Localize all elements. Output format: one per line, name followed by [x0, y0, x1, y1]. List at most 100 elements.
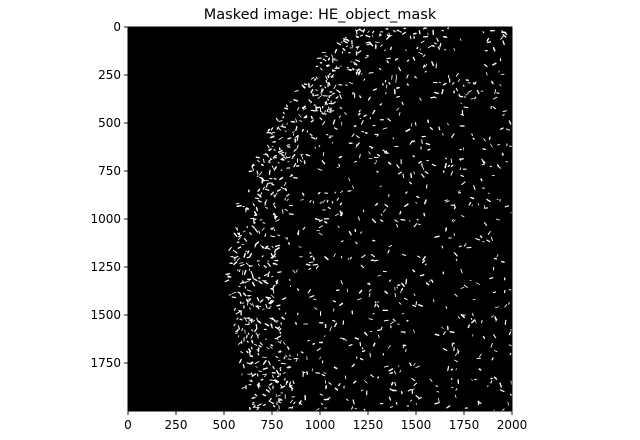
mask-object — [493, 376, 498, 380]
mask-object — [388, 396, 392, 401]
mask-object — [377, 274, 382, 277]
mask-object — [270, 294, 275, 299]
mask-object — [361, 347, 364, 350]
mask-object — [495, 318, 498, 322]
mask-object — [429, 126, 434, 130]
mask-object — [424, 263, 427, 266]
mask-object — [441, 245, 444, 249]
mask-object — [265, 245, 269, 248]
mask-object — [270, 344, 274, 347]
mask-object — [256, 403, 262, 407]
mask-object — [482, 335, 486, 339]
mask-object — [332, 300, 336, 303]
mask-object — [287, 137, 292, 140]
mask-object — [278, 326, 281, 329]
mask-object — [505, 128, 511, 131]
mask-object — [384, 92, 387, 94]
mask-object — [339, 213, 344, 217]
mask-object — [380, 44, 383, 47]
mask-object — [334, 48, 338, 54]
mask-object — [268, 161, 271, 164]
mask-object — [286, 193, 290, 197]
mask-object — [477, 203, 480, 206]
mask-object — [458, 316, 460, 319]
mask-object — [413, 293, 416, 297]
mask-object — [268, 169, 271, 176]
mask-object — [308, 99, 311, 103]
mask-object — [271, 165, 274, 169]
mask-object — [250, 346, 253, 350]
mask-object — [246, 340, 249, 343]
mask-object — [246, 256, 251, 259]
mask-object — [380, 219, 384, 223]
mask-object — [376, 153, 381, 157]
y-tick-label: 250 — [98, 68, 121, 82]
mask-object — [371, 218, 377, 224]
mask-object — [339, 94, 342, 99]
mask-object — [502, 113, 505, 116]
mask-object — [273, 379, 278, 384]
mask-object — [419, 97, 422, 101]
mask-object — [289, 354, 291, 357]
mask-object — [376, 170, 379, 173]
mask-object — [270, 275, 274, 278]
mask-object — [462, 84, 465, 87]
mask-object — [406, 74, 409, 79]
mask-object — [301, 84, 306, 89]
mask-object — [368, 292, 371, 297]
mask-object — [276, 188, 281, 192]
mask-object — [270, 192, 273, 196]
mask-object — [273, 205, 276, 209]
mask-object — [387, 161, 392, 165]
mask-object — [268, 300, 272, 304]
mask-object — [412, 56, 416, 61]
mask-object — [490, 380, 493, 384]
mask-object — [353, 380, 357, 384]
mask-object — [277, 394, 281, 397]
mask-object — [406, 59, 410, 62]
mask-object — [465, 93, 469, 96]
mask-object — [408, 220, 411, 222]
mask-object — [354, 160, 357, 163]
x-tick-label: 750 — [261, 418, 284, 432]
mask-object — [249, 373, 252, 375]
mask-object — [281, 156, 286, 160]
mask-object — [251, 225, 256, 229]
mask-object — [237, 325, 241, 330]
mask-object — [265, 183, 269, 188]
x-tick-label: 2000 — [497, 418, 528, 432]
mask-object — [483, 160, 486, 164]
mask-object — [439, 42, 442, 48]
mask-object — [386, 60, 389, 64]
mask-object — [269, 131, 273, 135]
mask-object — [241, 386, 246, 389]
mask-object — [263, 273, 268, 277]
mask-object — [433, 42, 437, 45]
mask-object — [299, 120, 303, 123]
mask-object — [233, 323, 236, 327]
mask-object — [277, 149, 283, 153]
mask-object — [445, 157, 448, 160]
mask-object — [360, 120, 364, 125]
mask-object — [348, 230, 352, 236]
mask-object — [406, 83, 409, 86]
mask-object — [384, 49, 387, 52]
mask-object — [258, 171, 263, 176]
mask-object — [360, 264, 365, 269]
y-tick-label: 0 — [113, 20, 121, 34]
mask-object — [474, 96, 477, 100]
mask-object — [443, 331, 446, 336]
mask-object — [480, 178, 483, 182]
mask-object — [271, 317, 276, 322]
mask-object — [499, 382, 502, 388]
mask-object — [258, 333, 260, 336]
x-tick-label: 0 — [124, 418, 132, 432]
mask-object — [236, 317, 239, 320]
mask-object — [275, 219, 280, 222]
mask-object — [388, 81, 391, 85]
mask-object — [270, 323, 273, 329]
mask-object — [293, 401, 296, 405]
mask-object — [245, 262, 249, 265]
mask-object — [399, 369, 402, 373]
mask-object — [268, 360, 271, 366]
